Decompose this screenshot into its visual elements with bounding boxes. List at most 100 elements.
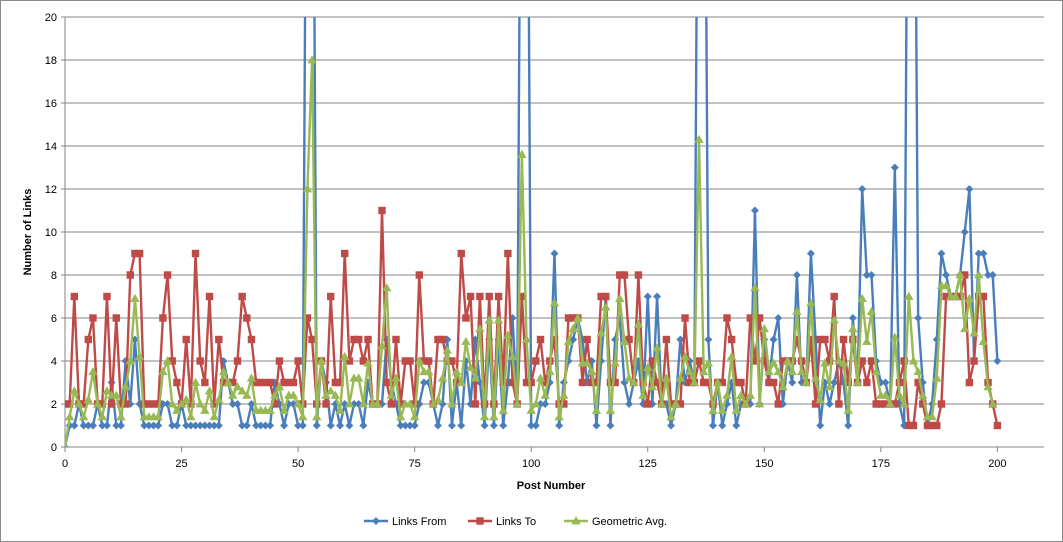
legend-label: Links To [496,516,536,528]
data-point-links-from [550,249,559,258]
data-point-geometric-avg [92,399,103,408]
x-tick-label: 50 [292,458,304,470]
data-point-links-from [867,271,876,279]
data-point-links-from [792,271,801,279]
y-tick-label: 0 [51,442,57,454]
data-point-geometric-avg [405,399,415,408]
legend-item-geometric-avg: Geometric Avg. [564,516,667,528]
data-point-links-to [504,249,512,258]
data-point-geometric-avg [834,356,844,365]
data-point-links-from [345,421,354,430]
data-point-geometric-avg [983,381,993,391]
data-point-links-to [103,292,111,301]
data-point-geometric-avg [354,373,364,382]
data-point-geometric-avg [181,394,191,404]
data-point-geometric-avg [358,399,369,408]
data-point-links-from [489,421,498,430]
data-point-geometric-avg [787,366,797,376]
y-tick-label: 20 [45,12,57,24]
data-point-links-from [965,185,974,193]
data-point-links-to [341,249,349,258]
data-point-geometric-avg [503,330,513,339]
data-point-geometric-avg [745,390,755,399]
data-point-geometric-avg [293,399,303,408]
data-point-links-to [644,400,652,408]
data-point-links-to [485,292,493,301]
y-tick-label: 2 [51,399,57,411]
data-point-links-from [214,421,223,430]
data-point-links-to [462,314,470,322]
data-point-links-to [126,271,134,279]
axes [61,16,1044,452]
data-point-links-to [424,357,433,365]
data-point-links-to [578,378,587,387]
y-tick-label: 4 [51,356,57,368]
data-point-links-from [499,421,508,430]
data-point-geometric-avg [610,358,620,367]
data-point-geometric-avg [698,366,709,376]
data-point-geometric-avg [605,405,616,414]
data-point-geometric-avg [512,399,522,408]
data-point-geometric-avg [666,412,676,421]
data-point-links-to [289,378,298,387]
data-point-geometric-avg [540,390,550,399]
data-point-links-to [205,292,214,301]
data-point-links-to [769,378,778,387]
data-point-geometric-avg [932,373,942,382]
data-point-links-to [173,378,181,387]
x-tick-label: 100 [522,458,540,470]
data-point-geometric-avg [899,399,909,408]
data-point-links-to [830,292,838,301]
data-point-links-from [326,421,335,430]
data-point-links-to [215,335,223,344]
data-point-geometric-avg [778,381,788,391]
data-point-geometric-avg [978,336,989,346]
data-point-links-to [532,357,540,365]
data-point-geometric-avg [843,405,853,414]
legend-label: Geometric Avg. [592,516,667,528]
data-point-geometric-avg [866,306,877,315]
data-point-geometric-avg [489,412,499,421]
data-point-links-to [163,271,172,279]
data-point-geometric-avg [759,323,769,333]
data-point-geometric-avg [83,394,93,404]
data-point-geometric-avg [661,373,672,382]
data-point-geometric-avg [130,293,140,303]
data-point-geometric-avg [871,366,881,376]
data-point-links-to [247,335,256,344]
data-point-geometric-avg [395,412,406,421]
data-point-links-from [848,314,857,322]
data-point-links-to [89,314,97,322]
data-point-links-to [70,292,79,301]
data-point-geometric-avg [204,386,215,395]
data-point-links-to [266,378,274,387]
data-point-links-to [993,421,1002,430]
data-point-links-from [825,400,834,408]
data-point-geometric-avg [806,298,816,307]
data-point-links-to [84,335,93,344]
data-point-links-to [457,249,465,258]
legend-swatch-marker [571,516,581,525]
legend: Links From Links To Geometric Avg. [364,516,667,528]
data-point-geometric-avg [824,381,835,391]
data-point-geometric-avg [988,399,998,408]
y-tick-label: 18 [45,55,57,67]
data-point-geometric-avg [955,270,965,279]
data-point-geometric-avg [120,381,131,391]
data-point-links-from [242,421,251,430]
data-point-geometric-avg [288,390,299,399]
data-point-geometric-avg [782,356,793,365]
x-tick-label: 125 [639,458,657,470]
data-point-links-from [102,421,111,430]
data-point-geometric-avg [493,315,504,324]
data-point-links-to [839,335,848,344]
data-point-links-from [890,163,899,172]
data-point-links-from [732,421,741,430]
data-point-geometric-avg [815,394,825,404]
data-point-geometric-avg [461,336,471,346]
data-point-geometric-avg [470,373,480,382]
data-point-geometric-avg [974,270,984,279]
series-geometric-avg [65,55,998,447]
data-point-links-from [774,314,783,322]
data-point-geometric-avg [381,283,392,292]
